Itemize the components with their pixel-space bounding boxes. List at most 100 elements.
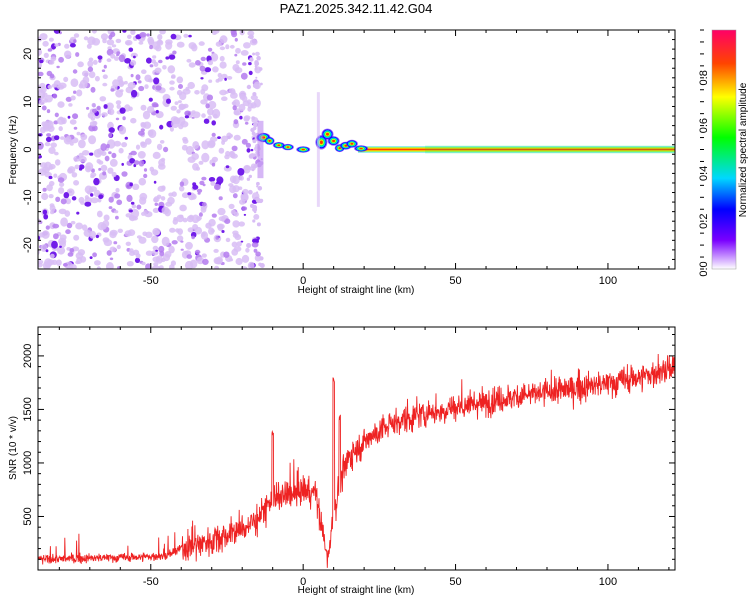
noise-speckle: [128, 106, 133, 112]
noise-speckle: [54, 43, 59, 47]
noise-speckle: [168, 245, 175, 254]
noise-speckle: [38, 71, 44, 77]
noise-speckle: [65, 229, 71, 235]
noise-speckle: [139, 196, 147, 205]
noise-speckle: [141, 69, 147, 74]
noise-speckle: [110, 88, 115, 92]
noise-speckle: [214, 184, 221, 191]
y-tick-label: 0: [22, 146, 34, 152]
noise-speckle: [196, 216, 202, 221]
colorbar-frame: [711, 29, 737, 270]
noise-speckle: [87, 60, 94, 68]
noise-speckle: [254, 254, 262, 262]
noise-speckle: [192, 141, 200, 150]
noise-speckle: [180, 248, 184, 251]
noise-speckle: [44, 94, 53, 103]
noise-speckle: [241, 254, 250, 263]
noise-speckle: [126, 261, 134, 267]
noise-speckle: [157, 34, 163, 41]
noise-speckle: [127, 82, 136, 89]
noise-speckle: [58, 208, 67, 215]
noise-speckle: [78, 156, 87, 163]
noise-speckle: [171, 240, 178, 245]
noise-speckle: [53, 233, 59, 240]
noise-speckle: [216, 223, 225, 230]
noise-speckle: [130, 150, 137, 156]
noise-speckle: [69, 142, 74, 146]
noise-speckle: [233, 119, 239, 125]
noise-speckle: [233, 110, 240, 116]
noise-speckle: [248, 62, 252, 66]
noise-speckle: [44, 161, 52, 171]
noise-speckle: [60, 198, 67, 205]
noise-speckle: [73, 180, 80, 186]
noise-speckle: [169, 227, 176, 233]
noise-speckle: [59, 182, 65, 188]
noise-speckle: [103, 104, 108, 109]
noise-speckle: [191, 153, 199, 160]
noise-speckle: [254, 67, 258, 71]
noise-speckle: [102, 171, 107, 176]
noise-speckle: [159, 30, 166, 35]
noise-speckle: [251, 116, 256, 120]
noise-speckle: [248, 174, 252, 179]
noise-speckle: [90, 193, 94, 197]
noise-speckle: [249, 57, 254, 62]
noise-speckle: [144, 84, 149, 89]
noise-speckle: [82, 224, 88, 231]
noise-speckle: [190, 193, 197, 200]
noise-speckle: [73, 155, 81, 162]
noise-speckle: [248, 189, 253, 195]
noise-speckle: [248, 153, 254, 159]
noise-speckle: [38, 61, 42, 69]
noise-speckle: [94, 75, 100, 82]
noise-speckle: [138, 130, 145, 136]
noise-speckle: [82, 150, 90, 156]
noise-speckle: [240, 240, 244, 243]
noise-speckle: [200, 77, 204, 80]
noise-speckle: [58, 187, 65, 194]
noise-speckle: [232, 185, 240, 193]
noise-speckle: [118, 54, 126, 63]
noise-speckle: [109, 257, 114, 261]
noise-speckle: [118, 81, 126, 86]
spectrogram-ticks: -50 0 50 100 -20 -10 0 10 20: [22, 29, 675, 287]
noise-speckle: [242, 62, 247, 66]
signal-band: [358, 146, 675, 153]
noise-speckle: [73, 234, 80, 241]
noise-speckle: [210, 229, 215, 233]
noise-speckle: [188, 62, 196, 68]
noise-speckle: [247, 106, 252, 112]
noise-speckle: [200, 88, 206, 95]
noise-speckle: [219, 35, 228, 44]
noise-speckle: [202, 258, 209, 265]
noise-speckle: [105, 102, 114, 111]
noise-speckle: [48, 37, 54, 42]
noise-speckle: [129, 251, 135, 256]
noise-speckle: [161, 236, 170, 247]
noise-speckle: [160, 196, 166, 201]
noise-speckle: [140, 122, 147, 128]
noise-speckle: [86, 43, 92, 49]
noise-speckle: [109, 229, 118, 236]
noise-speckle: [241, 206, 248, 211]
y-tick-label: 20: [22, 48, 34, 60]
noise-speckle: [40, 244, 48, 252]
noise-speckle: [258, 199, 262, 203]
x-tick-label: 0: [300, 275, 306, 287]
noise-speckle: [211, 120, 216, 126]
noise-speckle: [146, 105, 155, 114]
snr-x-axis-label: Height of straight line (km): [298, 585, 415, 596]
noise-speckle: [147, 78, 154, 83]
noise-speckle: [183, 33, 189, 38]
noise-speckle: [151, 265, 161, 269]
colorbar-ticks: 0.0 0.2 0.4 0.6 0.8: [698, 29, 710, 277]
noise-speckle: [171, 191, 177, 197]
noise-speckle: [49, 253, 55, 259]
noise-speckle: [96, 105, 101, 111]
noise-speckle: [127, 34, 132, 39]
noise-speckle: [192, 184, 199, 190]
noise-speckle: [110, 53, 116, 59]
noise-speckle: [152, 151, 161, 159]
noise-speckle: [235, 257, 243, 266]
